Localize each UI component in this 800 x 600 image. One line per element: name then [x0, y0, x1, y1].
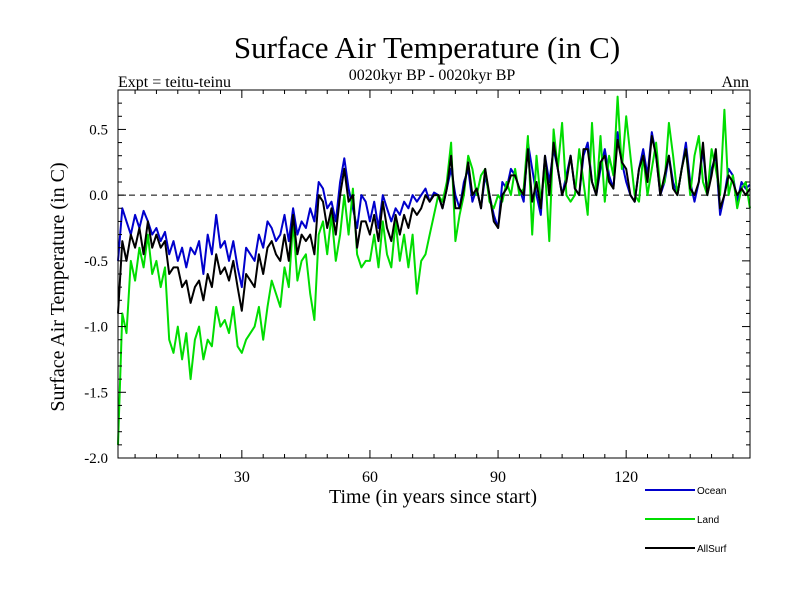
- y-axis-label: Surface Air Temperature (in C): [47, 162, 69, 411]
- x-axis-label: Time (in years since start): [329, 486, 537, 508]
- y-tick-label: -0.5: [84, 254, 108, 270]
- x-tick-label: 30: [234, 469, 250, 486]
- chart-subtitle: 0020kyr BP - 0020kyr BP: [349, 67, 516, 84]
- x-tick-label: 120: [614, 469, 638, 486]
- legend-label-land: Land: [697, 515, 719, 526]
- x-tick-label: 60: [362, 469, 378, 486]
- legend-label-ocean: Ocean: [697, 486, 726, 497]
- legend: Ocean Land AllSurf: [645, 486, 727, 555]
- plot-area: 30 60 90 120 -2.0 -1.5 -1.0 -0.5 0.0 0.5: [84, 89, 751, 486]
- y-tick-label: -1.5: [84, 385, 108, 401]
- y-tick-label: 0.0: [89, 188, 108, 204]
- series-line-allsurf: [117, 135, 751, 314]
- x-tick-label: 90: [490, 469, 506, 486]
- chart-right-label: Ann: [721, 74, 749, 91]
- y-tick-label: -1.0: [84, 320, 108, 336]
- chart-title: Surface Air Temperature (in C): [234, 30, 620, 65]
- chart-left-label: Expt = teitu-teinu: [118, 74, 231, 91]
- series-line-ocean: [117, 131, 751, 289]
- legend-label-allsurf: AllSurf: [697, 544, 727, 555]
- y-tick-label: -2.0: [84, 451, 108, 467]
- y-tick-label: 0.5: [89, 122, 108, 138]
